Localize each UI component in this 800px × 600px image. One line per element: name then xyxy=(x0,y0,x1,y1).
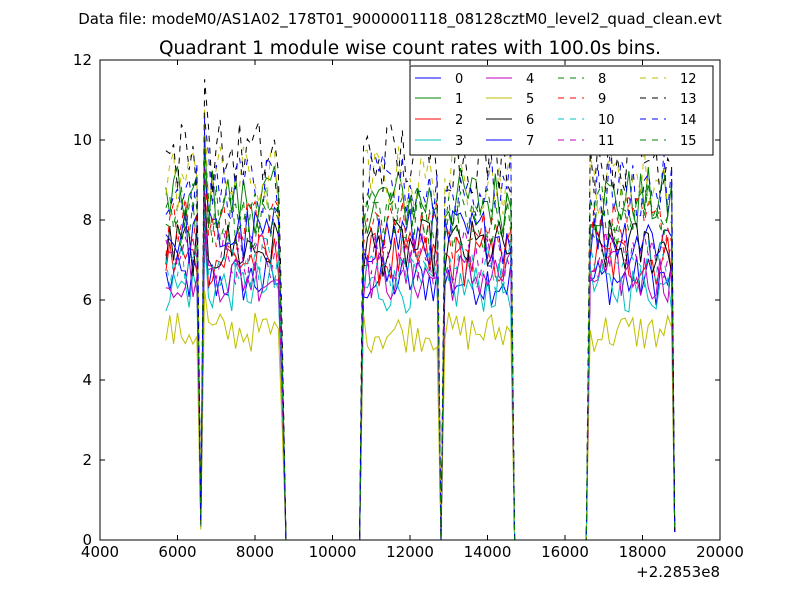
legend-label-1: 1 xyxy=(455,92,463,107)
x-tick-label: 18000 xyxy=(619,543,667,561)
legend-label-15: 15 xyxy=(680,134,697,149)
legend-label-9: 9 xyxy=(598,92,606,107)
legend-label-12: 12 xyxy=(680,72,697,87)
x-tick-label: 20000 xyxy=(696,543,744,561)
legend-label-11: 11 xyxy=(598,134,615,149)
series-line-5 xyxy=(165,290,676,540)
x-tick-label: 6000 xyxy=(158,543,196,561)
series-line-0 xyxy=(165,227,676,540)
legend-label-3: 3 xyxy=(455,134,463,149)
legend-label-5: 5 xyxy=(526,92,534,107)
x-tick-label: 12000 xyxy=(386,543,434,561)
legend-label-7: 7 xyxy=(526,134,534,149)
series-line-2 xyxy=(165,203,676,540)
x-tick-label: 8000 xyxy=(236,543,274,561)
y-tick-label: 4 xyxy=(82,371,92,389)
series-line-9 xyxy=(165,165,676,540)
y-tick-label: 10 xyxy=(73,131,92,149)
y-tick-label: 6 xyxy=(82,291,92,309)
series-line-11 xyxy=(165,199,676,540)
y-tick-label: 8 xyxy=(82,211,92,229)
x-offset-label: +2.2853e8 xyxy=(636,563,720,581)
legend-label-13: 13 xyxy=(680,92,697,107)
y-tick-label: 2 xyxy=(82,451,92,469)
legend-label-8: 8 xyxy=(598,72,606,87)
series-line-6 xyxy=(165,189,676,540)
x-tick-label: 16000 xyxy=(541,543,589,561)
legend-label-14: 14 xyxy=(680,113,697,128)
series-line-4 xyxy=(165,223,676,540)
y-tick-label: 12 xyxy=(73,51,92,69)
series-line-14 xyxy=(165,117,676,540)
legend-label-4: 4 xyxy=(526,72,534,87)
x-tick-label: 4000 xyxy=(81,543,119,561)
legend-label-0: 0 xyxy=(455,72,463,87)
x-tick-label: 14000 xyxy=(464,543,512,561)
chart-title: Quadrant 1 module wise count rates with … xyxy=(159,38,661,59)
legend-label-2: 2 xyxy=(455,113,463,128)
legend-label-6: 6 xyxy=(526,113,534,128)
x-tick-label: 10000 xyxy=(309,543,357,561)
chart-suptitle: Data file: modeM0/AS1A02_178T01_90000011… xyxy=(78,10,722,29)
y-tick-label: 0 xyxy=(82,531,92,549)
series-line-15 xyxy=(165,155,676,540)
legend-label-10: 10 xyxy=(598,113,615,128)
x-axis: 4000 6000 8000 10000 12000 14000 16000 18000 200… xyxy=(81,60,744,561)
